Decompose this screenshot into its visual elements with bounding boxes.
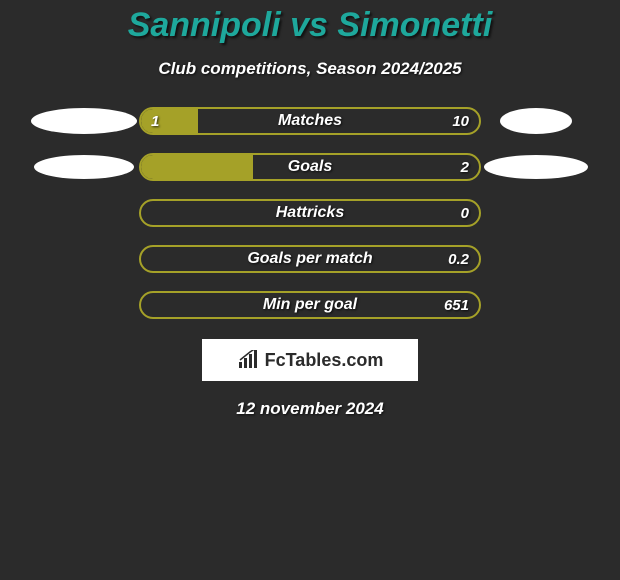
logo-box: FcTables.com — [202, 339, 418, 381]
stat-bar: Min per goal651 — [139, 291, 481, 319]
stat-right-value: 651 — [444, 293, 469, 317]
stat-bar: Hattricks0 — [139, 199, 481, 227]
logo: FcTables.com — [237, 350, 384, 371]
left-ellipse — [31, 108, 137, 134]
left-ellipse — [34, 155, 134, 179]
left-ellipse-slot — [29, 108, 139, 134]
stat-right-value: 10 — [452, 109, 469, 133]
stat-row: Goals per match0.2 — [0, 245, 620, 273]
stat-row: Goals2 — [0, 153, 620, 181]
stat-bar: 1Matches10 — [139, 107, 481, 135]
comparison-infographic: Sannipoli vs Simonetti Club competitions… — [0, 0, 620, 419]
stat-label: Goals — [141, 155, 479, 179]
stat-label: Matches — [141, 109, 479, 133]
stat-rows: 1Matches10 Goals2 Hattricks0 Goals per matc… — [0, 107, 620, 319]
right-ellipse-slot — [481, 108, 591, 134]
right-ellipse-slot — [481, 155, 591, 179]
stat-row: 1Matches10 — [0, 107, 620, 135]
date-text: 12 november 2024 — [0, 399, 620, 419]
stat-right-value: 0 — [461, 201, 469, 225]
left-ellipse-slot — [29, 155, 139, 179]
stat-right-value: 2 — [461, 155, 469, 179]
stat-label: Goals per match — [141, 247, 479, 271]
page-title: Sannipoli vs Simonetti — [0, 6, 620, 45]
subtitle: Club competitions, Season 2024/2025 — [0, 59, 620, 79]
right-ellipse — [500, 108, 572, 134]
right-ellipse — [484, 155, 588, 179]
logo-text: FcTables.com — [265, 350, 384, 371]
stat-row: Min per goal651 — [0, 291, 620, 319]
stat-right-value: 0.2 — [448, 247, 469, 271]
stat-bar: Goals per match0.2 — [139, 245, 481, 273]
chart-icon — [237, 350, 261, 370]
stat-row: Hattricks0 — [0, 199, 620, 227]
stat-bar: Goals2 — [139, 153, 481, 181]
stat-label: Hattricks — [141, 201, 479, 225]
stat-label: Min per goal — [141, 293, 479, 317]
